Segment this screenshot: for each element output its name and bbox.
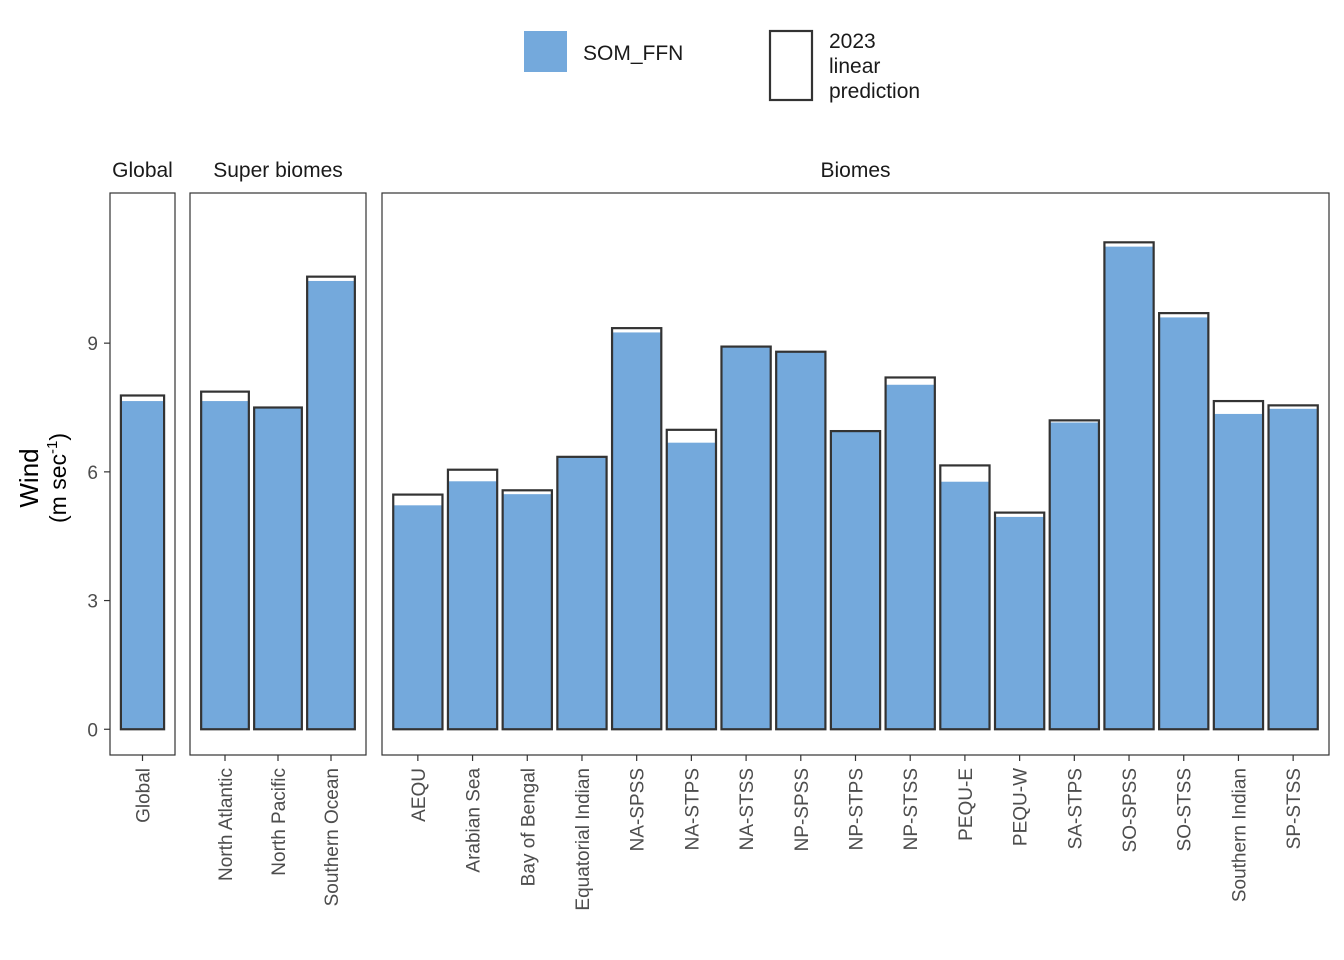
x-tick-label: NP-SPSS — [792, 768, 813, 851]
panel-0: Global Global — [109, 159, 176, 823]
x-tick-label: Arabian Sea — [464, 768, 485, 873]
bar-linear-prediction — [1048, 419, 1101, 731]
legend-label-som-ffn: SOM_FFN — [583, 42, 683, 65]
x-tick-label: SA-STPS — [1065, 768, 1086, 849]
bar-linear-prediction — [200, 390, 250, 731]
x-tick-label: NA-SPSS — [628, 768, 649, 851]
x-tick-label: Equatorial Indian — [573, 768, 594, 911]
bar-linear-prediction — [1267, 404, 1319, 731]
bar-som-ffn — [666, 442, 716, 730]
bar-linear-prediction — [253, 406, 303, 731]
bar-som-ffn — [776, 351, 826, 730]
x-tick-label: Global — [134, 768, 155, 823]
bar-som-ffn — [201, 401, 249, 730]
bar-linear-prediction — [939, 464, 991, 731]
panel-border — [381, 192, 1330, 756]
panels: Global Global Super biomes North Atlantic No… — [109, 159, 1330, 911]
panel-border — [189, 192, 367, 756]
x-tick-label: North Pacific — [269, 768, 290, 876]
bar-linear-prediction — [775, 350, 827, 731]
panel-1: Super biomes North Atlantic North Pacific S… — [189, 159, 367, 906]
y-tick-label: 6 — [87, 463, 98, 484]
bar-som-ffn — [995, 516, 1045, 730]
bar-linear-prediction — [1158, 312, 1210, 731]
legend-key-som-ffn — [524, 31, 567, 72]
legend: SOM_FFN 2023 linear prediction — [524, 29, 920, 103]
bar-som-ffn — [120, 401, 165, 730]
legend-label-line-3: prediction — [829, 80, 920, 103]
x-tick-label: SP-STSS — [1284, 768, 1305, 849]
bar-som-ffn — [1104, 246, 1154, 730]
legend-label-line-2: linear — [829, 55, 880, 78]
legend-key-linear-prediction — [768, 29, 814, 102]
bar-linear-prediction — [884, 376, 936, 731]
y-axis-title: Wind (m sec-1) — [14, 433, 71, 523]
x-tick-label: SO-SPSS — [1120, 768, 1141, 852]
panel-strip-title: Biomes — [820, 159, 890, 182]
bar-linear-prediction — [392, 493, 444, 731]
bar-som-ffn — [612, 332, 662, 730]
bar-som-ffn — [393, 505, 443, 730]
y-axis-title-main: Wind — [14, 448, 44, 507]
bar-som-ffn — [940, 481, 990, 730]
bar-linear-prediction — [1212, 399, 1265, 731]
panel-border — [109, 192, 176, 756]
bar-linear-prediction — [556, 455, 608, 731]
bar-som-ffn — [721, 347, 771, 730]
bar-linear-prediction — [119, 394, 166, 731]
x-tick-label: Bay of Bengal — [518, 768, 539, 886]
bar-linear-prediction — [501, 489, 553, 731]
bar-linear-prediction — [665, 428, 718, 731]
y-tick-label: 0 — [87, 720, 98, 741]
y-unit-suffix: ) — [45, 433, 71, 441]
bar-som-ffn — [502, 494, 552, 730]
x-tick-label: NA-STSS — [737, 768, 758, 850]
y-unit-sup: -1 — [44, 441, 61, 454]
bar-som-ffn — [307, 280, 355, 730]
bar-som-ffn — [1159, 317, 1209, 730]
bar-linear-prediction — [720, 345, 772, 731]
panel-strip-title: Global — [112, 159, 173, 182]
bar-som-ffn — [254, 407, 302, 730]
x-tick-label: North Atlantic — [216, 768, 237, 881]
x-tick-label: Southern Ocean — [322, 768, 343, 906]
panel-2: Biomes AEQU Arabian Sea Bay of Bengal Equato… — [381, 159, 1330, 911]
x-tick-label: PEQU-W — [1011, 768, 1032, 846]
y-tick-label: 9 — [87, 334, 98, 355]
bar-som-ffn — [447, 481, 498, 730]
bar-som-ffn — [557, 456, 607, 730]
bar-linear-prediction — [829, 429, 882, 731]
x-tick-label: NA-STPS — [682, 768, 703, 850]
legend-label-linear-prediction: 2023 linear prediction — [829, 30, 920, 103]
x-tick-label: Southern Indian — [1229, 768, 1250, 902]
x-tick-label: NP-STSS — [901, 768, 922, 850]
bar-som-ffn — [830, 431, 881, 730]
y-axis-title-unit: (m sec-1) — [44, 433, 71, 523]
x-tick-label: AEQU — [409, 768, 430, 822]
bar-som-ffn — [1268, 408, 1318, 730]
y-axis: 0 3 6 9 — [87, 334, 110, 741]
x-tick-label: PEQU-E — [956, 768, 977, 841]
bar-som-ffn — [1213, 413, 1264, 730]
bar-linear-prediction — [610, 327, 663, 731]
bar-linear-prediction — [446, 468, 499, 731]
legend-label-line-1: 2023 — [829, 30, 876, 53]
bar-som-ffn — [885, 384, 935, 730]
y-tick-label: 3 — [87, 592, 98, 613]
x-tick-label: SO-STSS — [1175, 768, 1196, 851]
bar-som-ffn — [1049, 422, 1099, 730]
y-unit-prefix: (m sec — [45, 454, 71, 523]
x-tick-label: NP-STPS — [847, 768, 868, 850]
panel-strip-title: Super biomes — [213, 159, 343, 182]
bar-linear-prediction — [306, 275, 356, 731]
bar-linear-prediction — [993, 511, 1046, 731]
bar-linear-prediction — [1103, 241, 1155, 731]
